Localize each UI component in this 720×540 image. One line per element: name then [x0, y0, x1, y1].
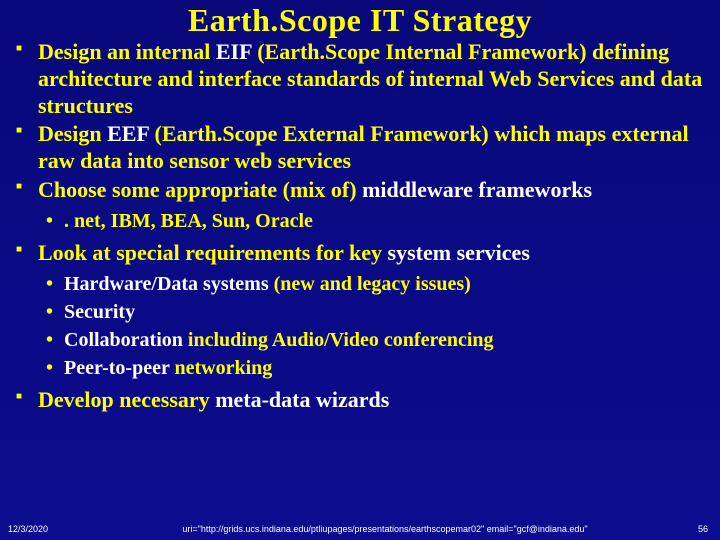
bullet-1: Design an internal EIF (Earth.Scope Inte…: [38, 39, 708, 119]
bullet-5-text-a: Develop necessary: [38, 387, 215, 412]
bullet-4-sub-1: Hardware/Data systems (new and legacy is…: [64, 271, 708, 297]
bullet-3-sublist: . net, IBM, BEA, Sun, Oracle: [38, 208, 708, 234]
bullet-4-sub-2: Security: [64, 299, 708, 325]
slide-content: Design an internal EIF (Earth.Scope Inte…: [0, 39, 720, 414]
bullet-4-sublist: Hardware/Data systems (new and legacy is…: [38, 271, 708, 381]
bullet-4-text-a: Look at special requirements for key: [38, 240, 388, 265]
bullet-3-text-a: Choose some appropriate (mix of): [38, 177, 362, 202]
bullet-4-sub-4-rest: networking: [169, 357, 272, 379]
bullet-3: Choose some appropriate (mix of) middlew…: [38, 177, 708, 234]
bullet-3-em: middleware frameworks: [362, 177, 592, 202]
bullet-4-sub-1-rest: (new and legacy issues): [269, 273, 471, 295]
bullet-5-em: meta-data wizards: [215, 387, 389, 412]
footer-uri: uri="http://grids.ucs.indiana.edu/ptliup…: [90, 524, 680, 534]
bullet-2: Design EEF (Earth.Scope External Framewo…: [38, 121, 708, 175]
bullet-4-sub-3: Collaboration including Audio/Video conf…: [64, 327, 708, 353]
bullet-4-sub-2-em: Security: [64, 301, 135, 323]
slide-footer: 12/3/2020 uri="http://grids.ucs.indiana.…: [0, 524, 720, 534]
bullet-5: Develop necessary meta-data wizards: [38, 387, 708, 414]
slide-title: Earth.Scope IT Strategy: [0, 0, 720, 39]
bullet-4-sub-1-em: Hardware/Data systems: [64, 273, 269, 295]
bullet-3-sub-1: . net, IBM, BEA, Sun, Oracle: [64, 208, 708, 234]
bullet-4-em: system services: [388, 240, 530, 265]
footer-date: 12/3/2020: [0, 524, 90, 534]
bullet-1-em: EIF: [216, 39, 252, 64]
bullet-2-em: EEF: [107, 121, 149, 146]
main-bullet-list: Design an internal EIF (Earth.Scope Inte…: [12, 39, 708, 414]
footer-page-number: 56: [680, 524, 720, 534]
bullet-4-sub-4: Peer-to-peer networking: [64, 355, 708, 381]
bullet-4-sub-4-em: Peer-to-peer: [64, 357, 169, 379]
bullet-4: Look at special requirements for key sys…: [38, 240, 708, 381]
bullet-4-sub-3-rest: including Audio/Video conferencing: [183, 329, 494, 351]
bullet-4-sub-3-em: Collaboration: [64, 329, 183, 351]
bullet-1-text-a: Design an internal: [38, 39, 216, 64]
bullet-2-text-a: Design: [38, 121, 107, 146]
